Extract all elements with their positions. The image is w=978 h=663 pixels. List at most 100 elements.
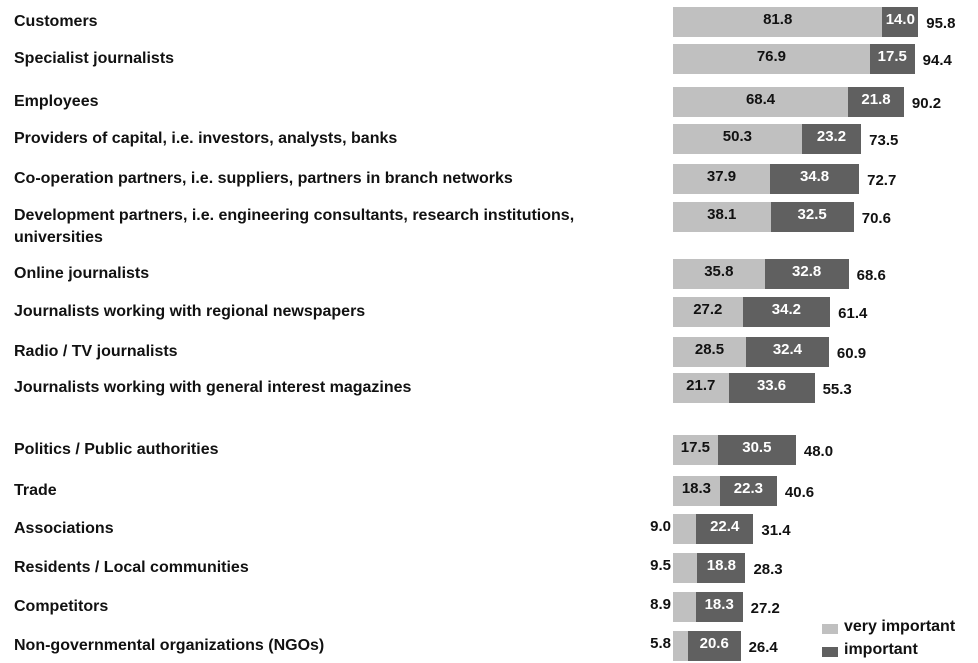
category-label: Associations [14,520,114,537]
value-label: 30.5 [742,439,772,456]
value-label: 23.2 [816,128,847,145]
legend-swatch [822,624,838,634]
bar-segment [673,631,688,661]
value-label: 38.1 [707,206,737,223]
legend-swatch [822,647,838,657]
bar-segment [695,592,743,622]
value-label: 17.5 [877,48,907,65]
bar-segment [673,476,720,506]
total-label: 95.8 [926,15,956,32]
bar-segment [696,514,754,544]
category-label: Competitors [14,598,109,615]
value-label: 81.8 [763,11,793,28]
value-label: 32.4 [772,341,803,358]
value-label: 34.2 [771,301,801,318]
bar-segment [770,164,860,194]
category-label: Development partners, i.e. engineering c… [14,207,575,246]
legend-label: important [844,641,918,658]
bar-segment [673,164,771,194]
value-label: 9.5 [650,557,671,574]
value-label: 17.5 [680,439,710,456]
bar-segment [673,514,697,544]
bar-segment [848,87,904,117]
category-label: Co-operation partners, i.e. suppliers, p… [14,170,513,187]
bar-segment [673,87,849,117]
bar-segment [717,435,796,465]
value-label: 21.8 [861,91,891,108]
value-label: 32.8 [792,263,822,280]
value-label: 8.9 [650,596,671,613]
bar-segment [673,592,696,622]
bar-segment [728,373,815,403]
bar-segment [673,297,743,327]
value-label: 9.0 [650,518,671,535]
value-label: 35.8 [704,263,734,280]
category-label: Journalists working with general interes… [14,379,412,396]
value-label: 14.0 [885,11,915,28]
value-label: 50.3 [722,128,752,145]
total-label: 27.2 [750,600,780,617]
total-label: 60.9 [836,345,867,362]
total-label: 40.6 [784,484,815,501]
value-label: 18.3 [704,596,734,613]
value-label: 28.5 [694,341,725,358]
category-label: Employees [14,93,99,110]
bar-segment [697,553,746,583]
value-label: 5.8 [650,635,671,652]
bar-segment [673,44,870,74]
bar-segment [673,202,771,232]
bar-segment [673,435,718,465]
bar-segment [745,337,829,367]
total-label: 55.3 [822,381,852,398]
total-label: 26.4 [748,639,778,656]
value-label: 22.4 [710,518,740,535]
total-label: 68.6 [856,267,886,284]
category-label: Customers [14,13,98,30]
bar-segment [687,631,741,661]
value-label: 68.4 [745,91,776,108]
bar-segment [719,476,777,506]
bar-segment [764,259,849,289]
category-label: Specialist journalists [14,50,175,67]
value-label: 18.8 [706,557,736,574]
bar-segment [673,259,765,289]
bar-segment [801,124,862,154]
category-label: Residents / Local communities [14,559,249,576]
bar-segment [673,337,746,367]
total-label: 73.5 [869,132,899,149]
total-label: 90.2 [911,95,942,112]
bar-segment [673,553,698,583]
value-label: 21.7 [686,377,716,394]
category-label: Online journalists [14,265,150,282]
value-label: 32.5 [797,206,827,223]
legend-label: very important [844,618,956,635]
value-label: 34.8 [799,168,830,185]
value-label: 76.9 [756,48,787,65]
total-label: 28.3 [753,561,783,578]
category-label: Providers of capital, i.e. investors, an… [14,130,398,147]
value-label: 37.9 [706,168,737,185]
value-label: 22.3 [733,480,763,497]
total-label: 61.4 [838,305,868,322]
category-label: Radio / TV journalists [14,343,178,360]
bar-segment [869,44,915,74]
bar-segment [673,124,802,154]
category-label: Trade [14,482,57,499]
value-label: 27.2 [693,301,723,318]
total-label: 72.7 [867,172,897,189]
total-label: 31.4 [761,522,791,539]
category-label: Non-governmental organizations (NGOs) [14,637,325,654]
total-label: 94.4 [922,52,952,69]
category-label: Politics / Public authorities [14,441,219,458]
total-label: 70.6 [861,210,891,227]
bar-segment [770,202,854,232]
value-label: 33.6 [756,377,787,394]
total-label: 48.0 [803,443,834,460]
bar-segment [673,7,883,37]
bar-segment [882,7,919,37]
category-label: Journalists working with regional newspa… [14,303,366,320]
value-label: 20.6 [699,635,729,652]
bar-segment [742,297,831,327]
